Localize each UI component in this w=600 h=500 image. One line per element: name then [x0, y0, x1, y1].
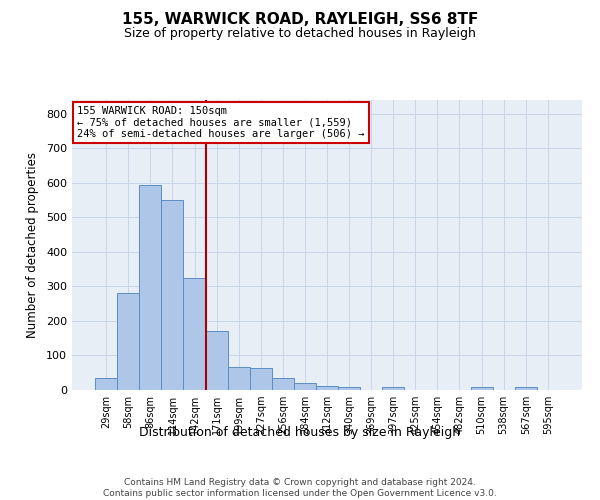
- Text: Size of property relative to detached houses in Rayleigh: Size of property relative to detached ho…: [124, 28, 476, 40]
- Text: 155, WARWICK ROAD, RAYLEIGH, SS6 8TF: 155, WARWICK ROAD, RAYLEIGH, SS6 8TF: [122, 12, 478, 28]
- Bar: [316, 386, 338, 390]
- Text: Contains HM Land Registry data © Crown copyright and database right 2024.
Contai: Contains HM Land Registry data © Crown c…: [103, 478, 497, 498]
- Bar: [338, 387, 360, 390]
- Bar: [272, 378, 294, 390]
- Bar: [139, 184, 161, 390]
- Bar: [161, 200, 184, 390]
- Bar: [382, 387, 404, 390]
- Y-axis label: Number of detached properties: Number of detached properties: [26, 152, 39, 338]
- Bar: [95, 378, 117, 390]
- Bar: [250, 368, 272, 390]
- Bar: [294, 383, 316, 390]
- Text: 155 WARWICK ROAD: 150sqm
← 75% of detached houses are smaller (1,559)
24% of sem: 155 WARWICK ROAD: 150sqm ← 75% of detach…: [77, 106, 365, 139]
- Bar: [470, 387, 493, 390]
- Bar: [515, 387, 537, 390]
- Text: Distribution of detached houses by size in Rayleigh: Distribution of detached houses by size …: [139, 426, 461, 439]
- Bar: [117, 294, 139, 390]
- Bar: [227, 366, 250, 390]
- Bar: [206, 332, 227, 390]
- Bar: [184, 278, 206, 390]
